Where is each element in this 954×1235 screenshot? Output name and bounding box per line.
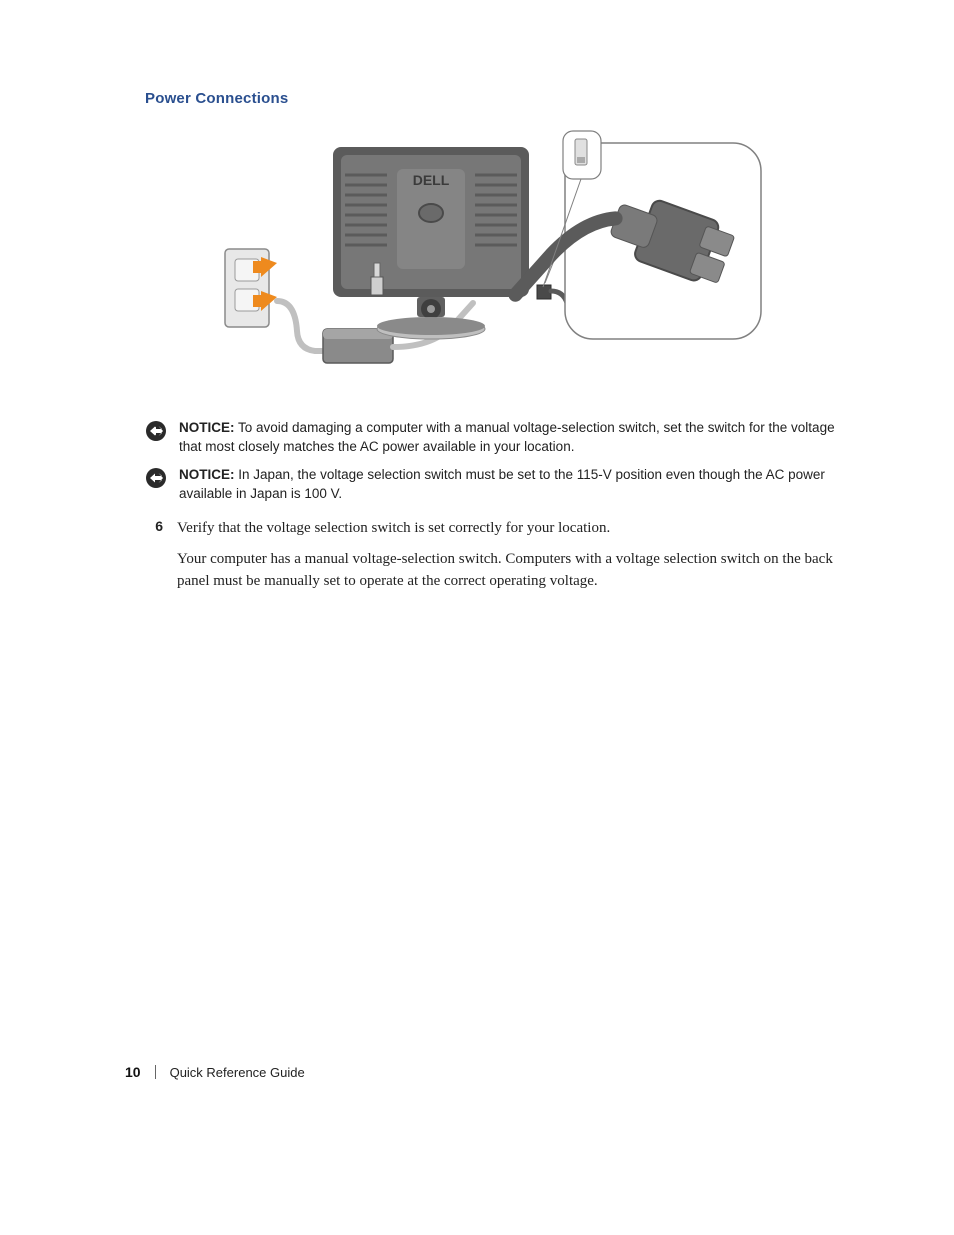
document-page: Power Connections [0, 0, 954, 1235]
step-row: 6 Verify that the voltage selection swit… [145, 518, 839, 603]
section-heading: Power Connections [145, 90, 839, 107]
voltage-switch-callout [563, 131, 601, 179]
power-connections-diagram: DELL [185, 129, 765, 389]
notice-label: NOTICE: [179, 420, 235, 435]
notice-icon [145, 467, 167, 489]
page-footer: 10 Quick Reference Guide [125, 1064, 305, 1080]
step-number: 6 [145, 518, 163, 534]
notice-text: NOTICE: To avoid damaging a computer wit… [179, 419, 839, 456]
notice-icon [145, 420, 167, 442]
step-line: Your computer has a manual voltage-selec… [177, 549, 839, 593]
notice-row: NOTICE: In Japan, the voltage selection … [145, 466, 839, 503]
page-number: 10 [125, 1064, 141, 1080]
footer-separator [155, 1065, 156, 1079]
diagram-svg: DELL [185, 129, 765, 389]
notice-label: NOTICE: [179, 467, 235, 482]
monitor-back: DELL [333, 147, 529, 339]
power-plug-closeup [515, 143, 761, 358]
notice-body: To avoid damaging a computer with a manu… [179, 420, 835, 454]
notice-text: NOTICE: In Japan, the voltage selection … [179, 466, 839, 503]
step-body: Verify that the voltage selection switch… [177, 518, 839, 603]
notice-row: NOTICE: To avoid damaging a computer wit… [145, 419, 839, 456]
power-adapter [323, 329, 393, 363]
monitor-logo: DELL [413, 172, 450, 188]
footer-doc-title: Quick Reference Guide [170, 1065, 305, 1080]
step-line: Verify that the voltage selection switch… [177, 518, 839, 540]
wall-outlet [225, 249, 277, 327]
notice-body: In Japan, the voltage selection switch m… [179, 467, 825, 501]
